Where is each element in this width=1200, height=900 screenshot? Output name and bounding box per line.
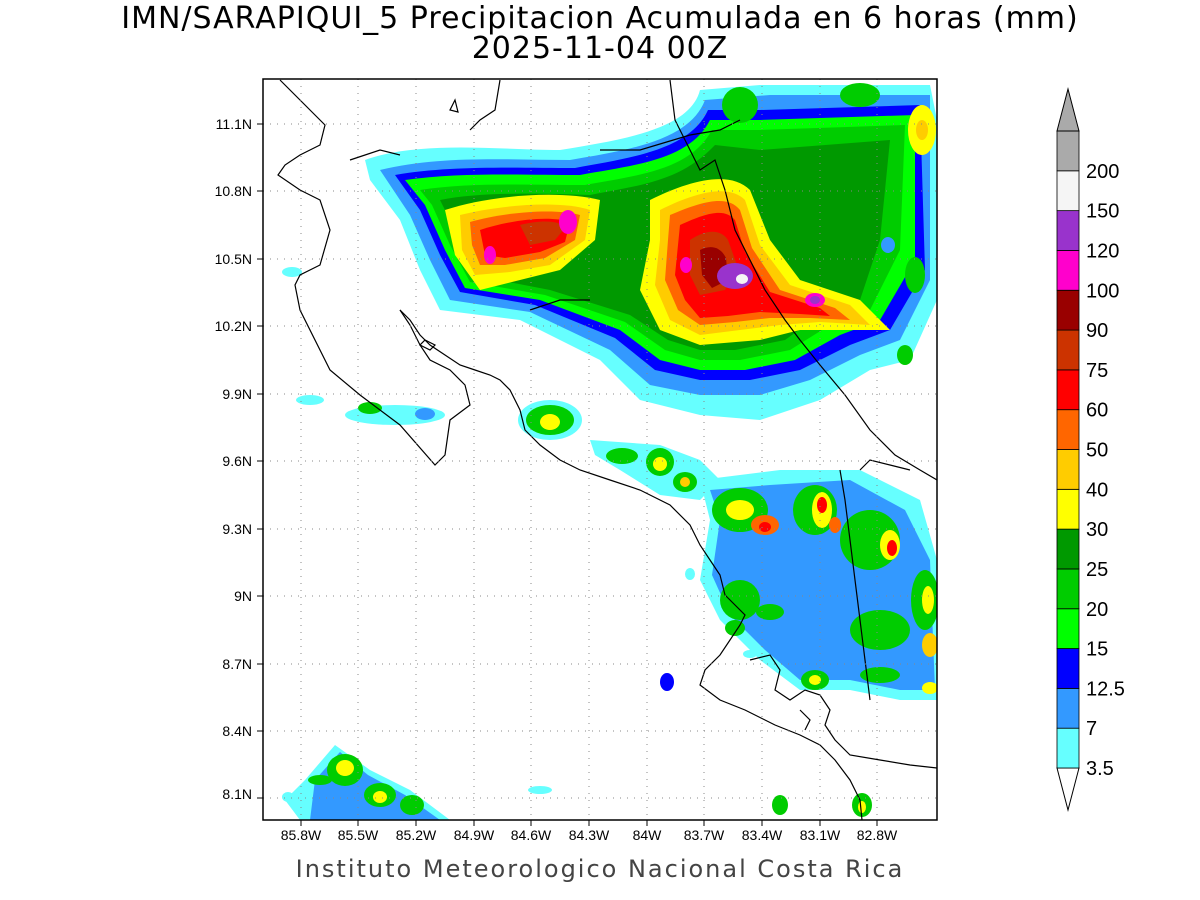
colorbar: 3.5 7 12.5 15 20 25 30 40 50 60 75 90 100 120 150 200 [1056, 87, 1125, 812]
lat-tick-label: 11.1N [216, 116, 252, 132]
lat-tick-label: 9.3N [222, 521, 252, 537]
lat-tick-label: 8.4N [222, 723, 252, 739]
colorbar-max-arrow [1056, 87, 1080, 132]
colorbar-swatch [1056, 250, 1080, 291]
colorbar-swatch [1056, 289, 1080, 331]
colorbar-level-label: 7 [1086, 718, 1097, 740]
lat-tick-label: 10.8N [215, 183, 252, 199]
colorbar-swatch [1056, 409, 1080, 450]
precipitation-field [263, 79, 937, 820]
institution-footer: Instituto Meteorologico Nacional Costa R… [295, 855, 905, 883]
colorbar-min-arrow [1056, 767, 1080, 812]
colorbar-level-label: 150 [1086, 201, 1119, 223]
colorbar-level-label: 30 [1086, 519, 1108, 541]
colorbar-level-label: 12.5 [1086, 678, 1125, 700]
lon-tick-label: 84.3W [569, 827, 610, 843]
colorbar-level-label: 100 [1086, 280, 1119, 302]
lat-tick-label: 9.6N [222, 453, 252, 469]
title-line-2: 2025-11-04 00Z [471, 31, 729, 66]
colorbar-swatch [1056, 369, 1080, 411]
colorbar-swatch [1056, 170, 1080, 212]
lon-tick-label: 85.2W [396, 827, 437, 843]
lon-tick-label: 83.4W [742, 827, 783, 843]
lon-tick-label: 83.1W [800, 827, 841, 843]
colorbar-level-label: 75 [1086, 360, 1108, 382]
colorbar-swatch [1056, 488, 1080, 530]
colorbar-swatch [1056, 210, 1080, 251]
lat-tick-label: 10.5N [215, 251, 252, 267]
colorbar-level-label: 90 [1086, 320, 1108, 342]
coastline [277, 79, 937, 820]
colorbar-swatch [1056, 528, 1080, 570]
colorbar-level-label: 40 [1086, 479, 1108, 501]
lon-tick-label: 84.6W [511, 827, 552, 843]
colorbar-level-label: 120 [1086, 240, 1119, 262]
lat-tick-label: 9N [234, 588, 252, 604]
colorbar-level-label: 60 [1086, 400, 1108, 422]
lat-tick-label: 9.9N [222, 386, 252, 402]
colorbar-swatch [1056, 687, 1080, 729]
colorbar-level-label: 3.5 [1086, 758, 1114, 780]
plot-frame [262, 78, 938, 821]
colorbar-swatch [1056, 648, 1080, 689]
lon-tick-label: 82.8W [857, 827, 898, 843]
lon-tick-label: 83.7W [684, 827, 725, 843]
lat-tick-label: 8.7N [222, 656, 252, 672]
lon-tick-label: 85.5W [338, 827, 379, 843]
map-grid [263, 79, 937, 820]
lat-tick-label: 8.1N [222, 786, 252, 802]
lon-tick-label: 84.9W [454, 827, 495, 843]
title-line-1: IMN/SARAPIQUI_5 Precipitacion Acumulada … [121, 1, 1079, 36]
colorbar-level-label: 15 [1086, 639, 1108, 661]
colorbar-swatch [1056, 727, 1080, 769]
lat-tick-label: 10.2N [215, 318, 252, 334]
lon-tick-label: 84W [633, 827, 663, 843]
colorbar-swatch [1056, 130, 1080, 172]
colorbar-level-label: 200 [1086, 161, 1119, 183]
colorbar-level-label: 50 [1086, 440, 1108, 462]
colorbar-level-label: 25 [1086, 559, 1108, 581]
colorbar-swatch [1056, 608, 1080, 649]
colorbar-swatch [1056, 449, 1080, 490]
colorbar-swatch [1056, 329, 1080, 371]
lon-tick-label: 85.8W [281, 827, 322, 843]
colorbar-level-label: 20 [1086, 599, 1108, 621]
colorbar-swatch [1056, 568, 1080, 610]
